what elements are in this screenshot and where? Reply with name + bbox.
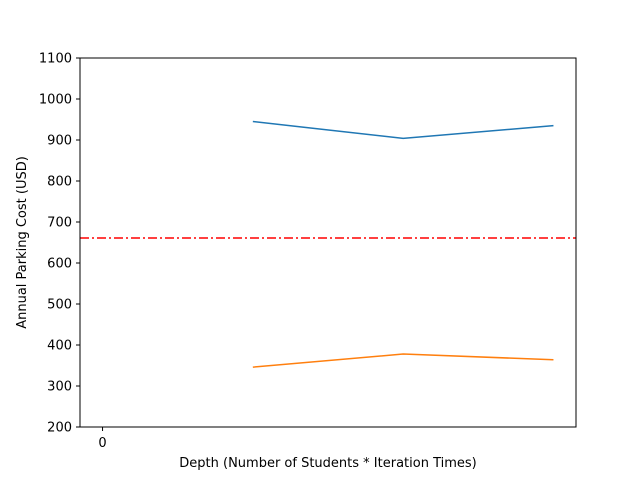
x-tick-label: 0: [98, 436, 106, 451]
y-tick-label: 900: [47, 134, 72, 149]
y-tick-label: 400: [47, 339, 72, 354]
series-line-2: [252, 353, 554, 368]
y-tick-label: 1000: [39, 93, 72, 108]
x-axis-label: Depth (Number of Students * Iteration Ti…: [179, 456, 476, 471]
y-tick-label: 300: [47, 380, 72, 395]
y-tick-label: 700: [47, 216, 72, 231]
plot-area: [80, 120, 576, 368]
axes-frame: [79, 57, 577, 428]
y-tick-label: 1100: [39, 52, 72, 67]
y-tick-label: 500: [47, 298, 72, 313]
y-tick-label: 200: [47, 421, 72, 436]
y-tick-label: 600: [47, 257, 72, 272]
y-axis-label: Annual Parking Cost (USD): [15, 156, 30, 329]
y-tick-label: 800: [47, 175, 72, 190]
y-axis: 200 300 400 500 600 700 800 900 1000 1100: [39, 52, 80, 436]
series-line-1: [252, 120, 554, 140]
x-axis: 0: [98, 427, 107, 451]
